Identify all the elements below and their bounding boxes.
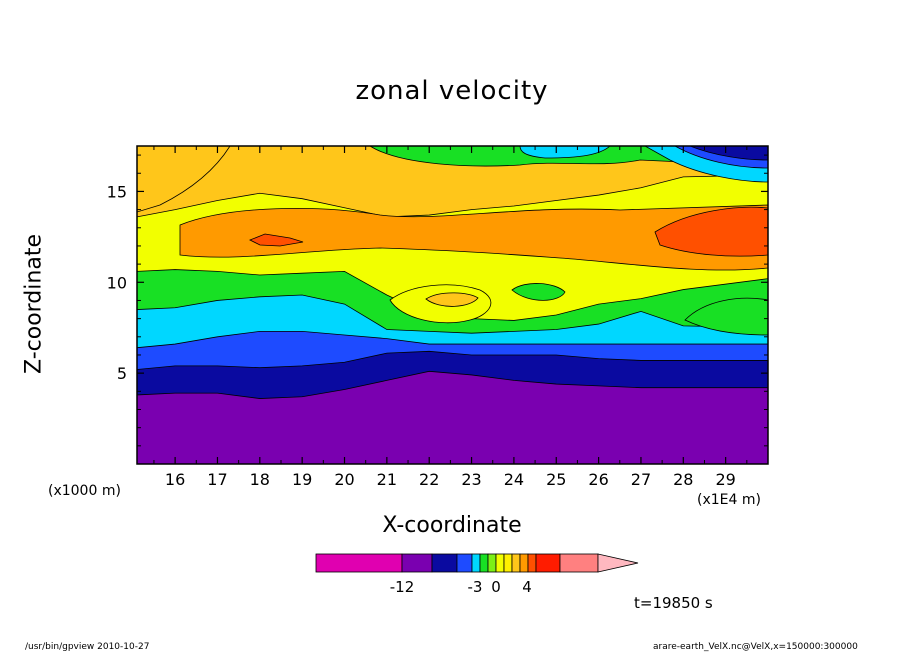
y-axis-label: Z-coordinate [21,234,47,374]
colorbar-swatch [471,553,481,573]
y-tick-label: 10 [107,273,127,292]
contour-detail [137,146,768,336]
colorbar-label: 4 [522,578,532,596]
contour-feature [249,233,304,247]
x-tick-label: 20 [334,470,354,489]
colorbar-arrow [597,553,639,573]
time-label: t=19850 s [634,594,713,612]
x-tick-label: 28 [673,470,693,489]
x-tick-label: 29 [715,470,735,489]
x-units-label: (x1E4 m) [697,492,761,508]
footer-right: arare-earth_VelX.nc@VelX,x=150000:300000 [653,642,858,652]
axes: 16 17 18 19 20 21 22 23 24 25 26 27 28 29 5 10 15 [107,146,768,489]
x-tick-label: 18 [250,470,270,489]
contour-feature [137,146,231,213]
colorbar-swatch [456,553,473,573]
colorbar-label: 0 [491,578,501,596]
x-tick-label: 27 [631,470,651,489]
contour-band [137,370,768,464]
x-tick-label: 24 [504,470,524,489]
colorbar-swatch [559,553,599,573]
y-tick-label: 5 [117,364,127,383]
chart-title: zonal velocity [355,76,549,106]
x-tick-label: 21 [377,470,397,489]
x-tick-label: 16 [165,470,185,489]
y-units-label: (x1000 m) [48,483,121,499]
colorbar-swatch [527,553,537,573]
x-tick-label: 17 [207,470,227,489]
contour-feature [684,297,768,336]
x-tick-label: 26 [588,470,608,489]
footer-left: /usr/bin/gpview 2010-10-27 [25,642,150,652]
x-axis-label: X-coordinate [382,513,522,538]
colorbar-label: -12 [390,578,415,596]
x-tick-label: 22 [419,470,439,489]
plot-frame [136,145,769,465]
contour-feature [519,146,611,159]
colorbar-swatch [535,553,561,573]
contour-feature [179,204,768,271]
colorbar-swatch [479,553,489,573]
contour-feature [654,206,768,257]
colorbar: -12 -3 0 4 [315,553,639,596]
colorbar-swatch [495,553,505,573]
colorbar-label: -3 [468,578,483,596]
y-tick-label: 15 [107,182,127,201]
colorbar-swatch [431,553,458,573]
colorbar-swatch [519,553,529,573]
colorbar-swatch [511,553,521,573]
colorbar-swatch [315,553,403,573]
colorbar-swatch [401,553,433,573]
x-tick-label: 19 [292,470,312,489]
x-tick-label: 25 [546,470,566,489]
contour-feature [425,292,479,307]
contour-feature [511,283,566,301]
colorbar-swatch [487,553,497,573]
x-tick-label: 23 [461,470,481,489]
colorbar-swatch [503,553,513,573]
